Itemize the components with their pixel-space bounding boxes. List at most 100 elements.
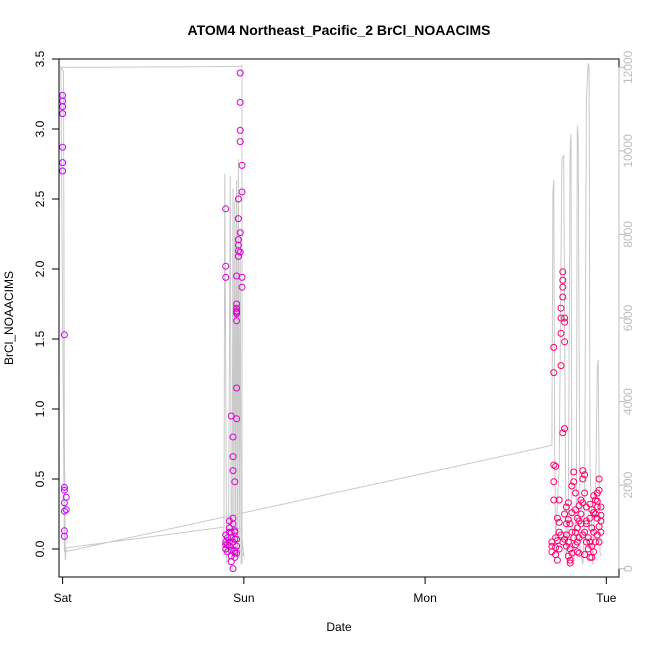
data-point <box>222 273 230 281</box>
y-tick-label: 2.5 <box>33 190 47 207</box>
data-point <box>229 453 237 461</box>
data-point <box>222 262 230 270</box>
data-point <box>557 531 565 539</box>
data-point <box>229 565 237 573</box>
data-point <box>595 475 603 483</box>
data-point <box>236 138 244 146</box>
data-point <box>562 531 570 539</box>
data-point <box>555 496 563 504</box>
data-point <box>60 499 68 507</box>
data-point <box>236 229 244 237</box>
data-point <box>553 556 561 564</box>
data-point <box>591 538 599 546</box>
data-point <box>568 482 576 490</box>
data-point <box>552 462 560 470</box>
data-point <box>60 331 68 339</box>
data-point <box>586 538 594 546</box>
data-point <box>570 478 578 486</box>
x-tick-label: Mon <box>413 591 436 605</box>
data-point <box>559 293 567 301</box>
data-point <box>561 425 569 433</box>
data-point <box>581 551 589 559</box>
data-point <box>238 188 246 196</box>
data-point <box>573 548 581 556</box>
data-point <box>233 549 241 557</box>
data-point <box>561 314 569 322</box>
data-point <box>60 507 68 515</box>
data-point <box>60 486 68 494</box>
data-point <box>582 538 590 546</box>
data-point <box>572 528 579 536</box>
data-point <box>233 535 241 543</box>
data-point <box>550 496 558 504</box>
data-point <box>225 542 233 550</box>
data-point <box>225 524 233 532</box>
y-tick-label: 2.0 <box>33 260 47 277</box>
data-point <box>579 531 587 539</box>
data-point <box>573 524 581 532</box>
y-tick-label: 1.5 <box>33 330 47 347</box>
data-point <box>231 527 239 535</box>
data-point <box>553 514 561 522</box>
data-point <box>550 461 558 469</box>
x-axis-label: Date <box>326 620 352 634</box>
y2-tick-label: 4000 <box>621 388 635 415</box>
x-tick-label: Tue <box>596 591 617 605</box>
data-point <box>557 329 565 337</box>
data-point <box>562 503 570 511</box>
altitude-line <box>60 63 602 565</box>
data-point <box>581 471 589 479</box>
data-point <box>590 509 598 517</box>
data-point <box>234 195 242 203</box>
data-point <box>550 343 558 351</box>
data-point <box>229 467 237 475</box>
data-point <box>227 412 235 420</box>
data-point <box>590 528 598 536</box>
data-point <box>236 98 244 106</box>
data-point <box>564 516 572 524</box>
y-tick-label: 1.0 <box>33 400 47 417</box>
data-point <box>559 268 567 276</box>
data-point <box>236 126 244 134</box>
data-point <box>233 310 241 318</box>
data-point <box>550 478 558 486</box>
data-point <box>234 236 242 244</box>
y-tick-label: 3.0 <box>33 120 47 137</box>
data-point <box>227 558 235 566</box>
y-tick-label: 0.0 <box>33 540 47 557</box>
data-point <box>568 509 576 517</box>
data-point <box>588 542 596 550</box>
data-point <box>238 161 246 169</box>
altitude-line-layer <box>60 63 602 565</box>
data-point <box>555 545 563 553</box>
data-point <box>577 510 585 518</box>
data-point <box>233 300 241 308</box>
data-point <box>588 524 596 532</box>
data-point <box>559 283 567 291</box>
data-point <box>591 496 599 504</box>
points-layer <box>59 69 605 573</box>
data-point <box>584 534 592 542</box>
data-point <box>62 506 70 514</box>
x-axis: Sat Sun Mon Tue <box>54 576 617 605</box>
data-point <box>582 520 590 528</box>
y-tick-label: 3.5 <box>33 50 47 67</box>
data-point <box>557 362 565 370</box>
data-point <box>588 553 596 561</box>
data-point <box>555 518 563 526</box>
data-point <box>59 143 67 151</box>
data-point <box>557 314 565 322</box>
data-point <box>557 304 565 312</box>
data-point <box>597 503 605 511</box>
data-point <box>572 489 579 497</box>
data-point <box>229 514 237 522</box>
plot-frame <box>58 58 620 578</box>
data-point <box>562 520 570 528</box>
y2-tick-label: 2000 <box>621 471 635 498</box>
data-point <box>586 500 594 508</box>
data-point <box>566 556 574 564</box>
data-point <box>561 338 569 346</box>
y-axis-label: BrCl_NOAACIMS <box>2 271 16 365</box>
data-point <box>59 167 67 175</box>
